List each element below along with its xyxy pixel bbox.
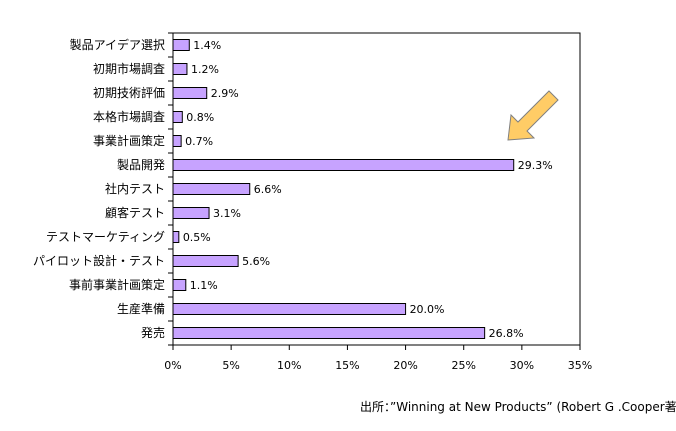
x-tick-label: 0% (164, 359, 181, 372)
data-label: 2.9% (211, 87, 239, 100)
data-label: 6.6% (254, 183, 282, 196)
bar (172, 111, 183, 123)
x-tick-label: 15% (335, 359, 359, 372)
bar (172, 87, 208, 99)
data-label: 0.7% (185, 135, 213, 148)
category-label: 生産準備 (117, 301, 165, 316)
bar (172, 39, 190, 51)
x-tick-label: 10% (277, 359, 301, 372)
category-label: 事業計画策定 (93, 133, 165, 148)
data-label: 1.2% (191, 63, 219, 76)
bar (172, 231, 180, 243)
data-label: 3.1% (213, 207, 241, 220)
x-tick-label: 25% (451, 359, 475, 372)
category-label: 事前事業計画策定 (69, 277, 165, 292)
data-label: 5.6% (242, 255, 270, 268)
bar (172, 183, 251, 195)
bar (172, 303, 407, 315)
bar (172, 255, 239, 267)
category-label: 初期市場調査 (93, 61, 165, 76)
data-label: 26.8% (489, 327, 524, 340)
category-label: 初期技術評価 (93, 85, 165, 100)
category-label: 顧客テスト (105, 205, 165, 220)
bar (172, 279, 187, 291)
x-tick-label: 30% (510, 359, 534, 372)
x-tick-label: 35% (568, 359, 592, 372)
category-label: 発売 (141, 325, 165, 340)
data-label: 20.0% (410, 303, 445, 316)
bar (172, 159, 515, 171)
data-label: 1.4% (193, 39, 221, 52)
category-label: 本格市場調査 (93, 109, 165, 124)
category-label: 製品アイデア選択 (70, 37, 165, 52)
bar (172, 207, 210, 219)
data-label: 0.8% (186, 111, 214, 124)
data-label: 0.5% (183, 231, 211, 244)
bar (172, 135, 182, 147)
bar (172, 327, 486, 339)
data-label: 1.1% (190, 279, 218, 292)
x-tick-label: 20% (393, 359, 417, 372)
category-label: テストマーケティング (46, 230, 165, 244)
category-label: 製品開発 (117, 158, 165, 172)
source-note: 出所：”Winning at New Products” (Robert G .… (360, 400, 676, 414)
x-tick-label: 5% (222, 359, 239, 372)
category-label: パイロット設計・テスト (33, 253, 165, 268)
highlight-arrow (507, 90, 559, 141)
bar (172, 63, 188, 75)
data-label: 29.3% (518, 159, 553, 172)
category-label: 社内テスト (105, 181, 165, 196)
